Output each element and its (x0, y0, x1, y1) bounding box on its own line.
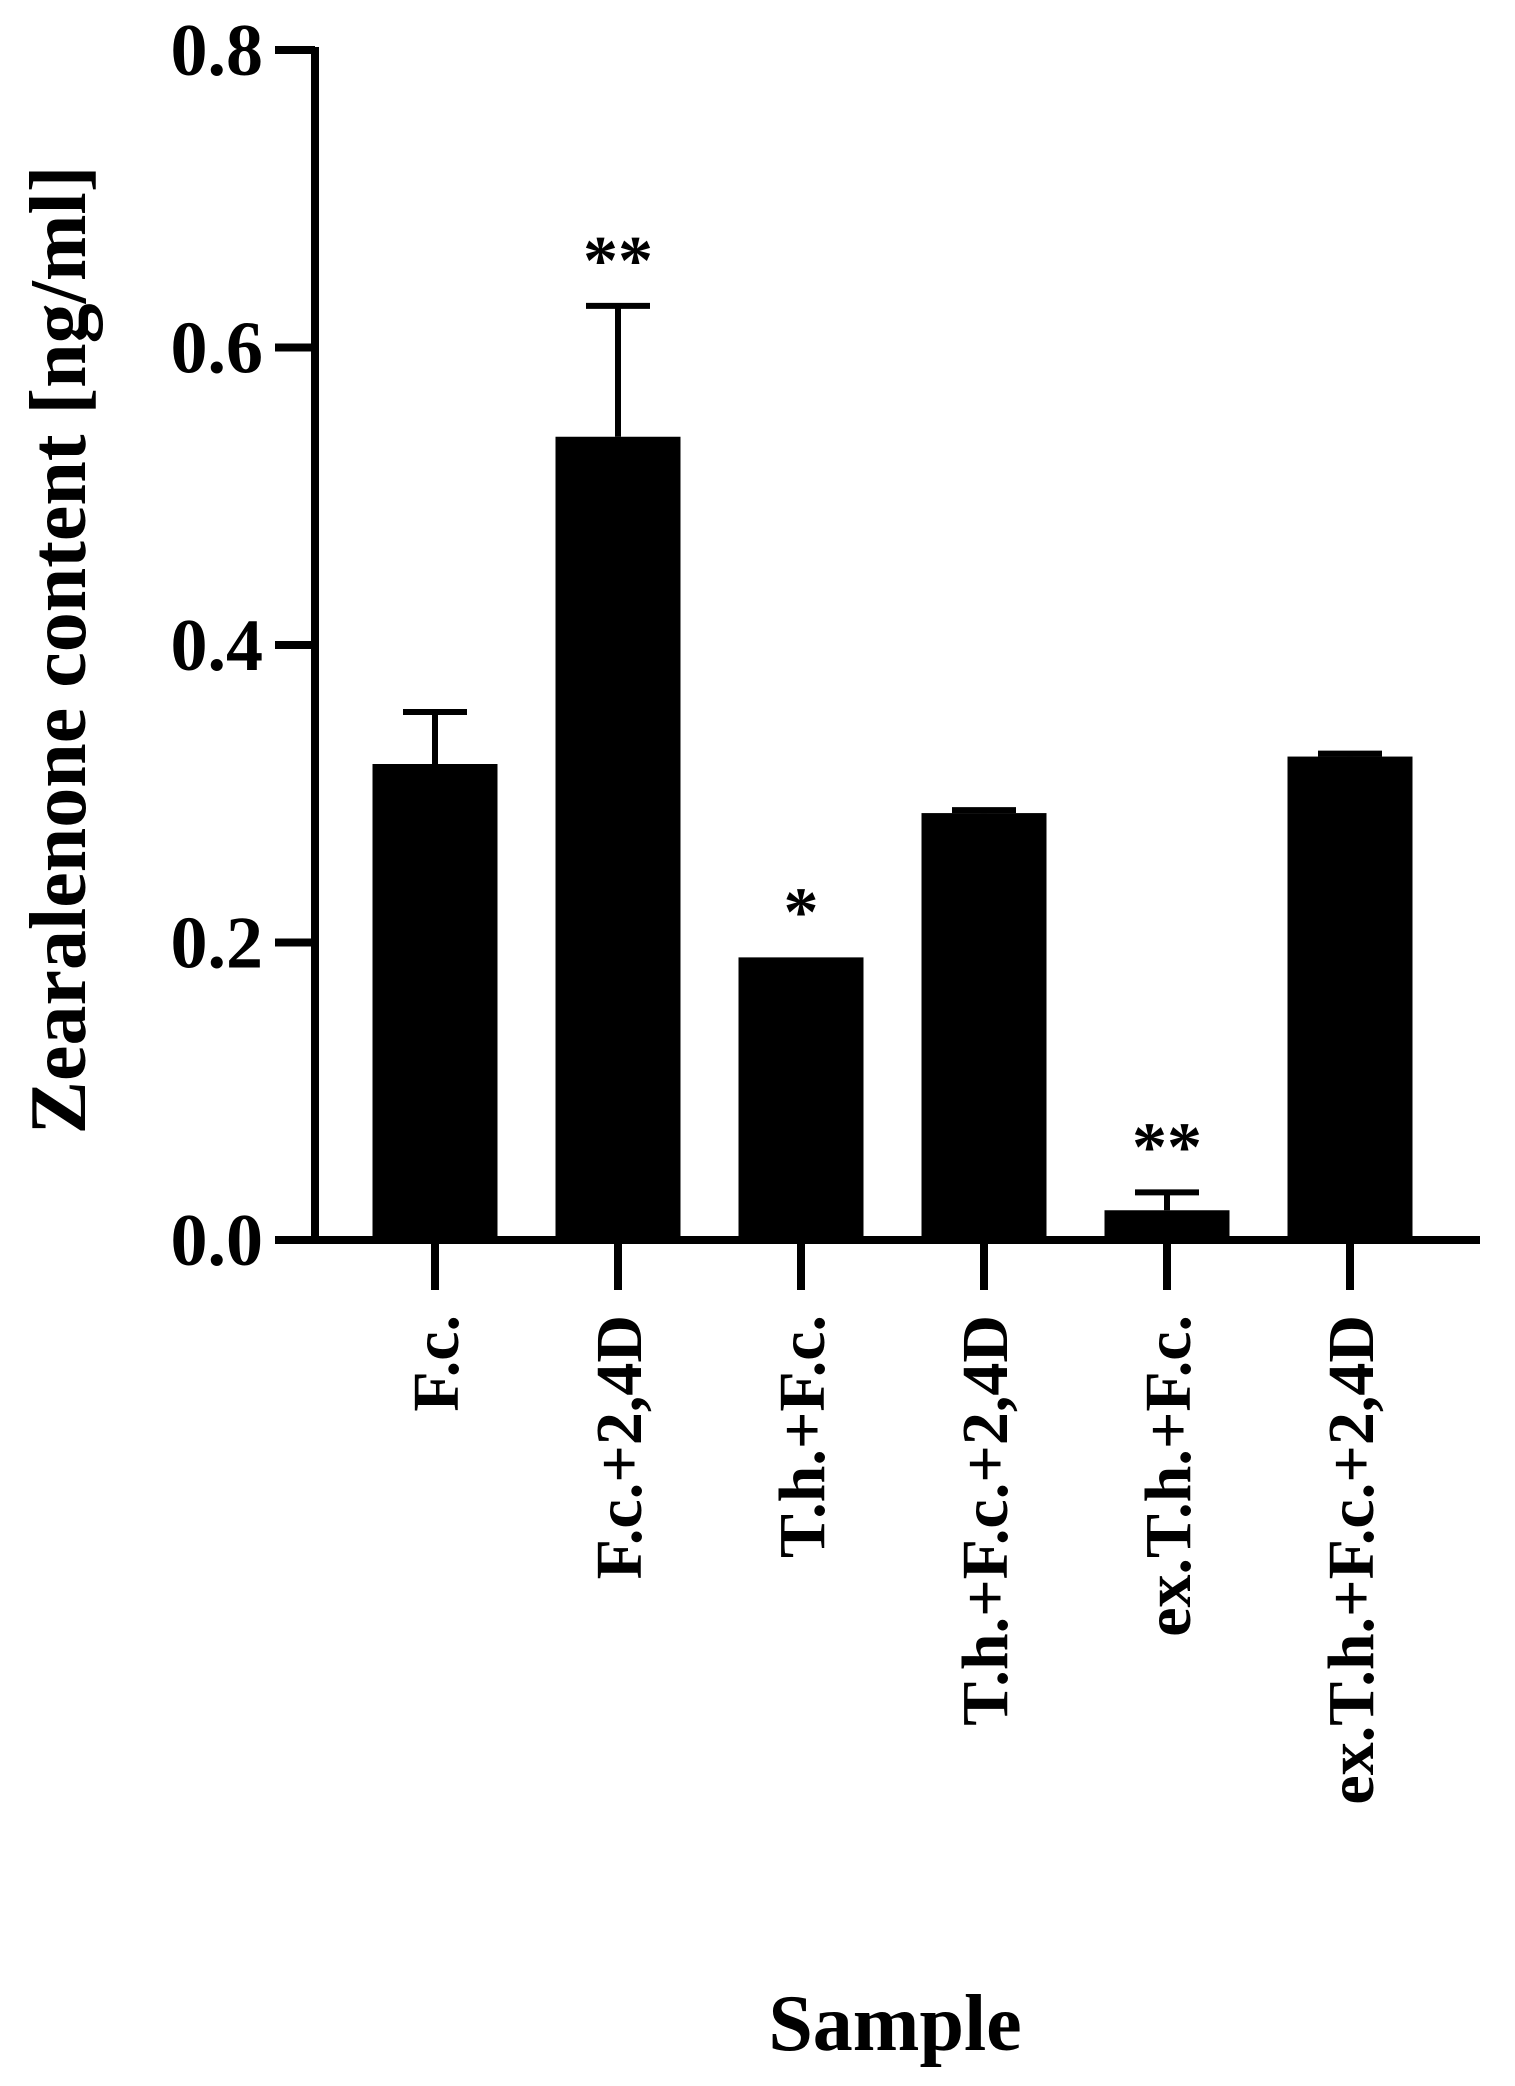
bar (555, 436, 681, 1240)
bars (372, 436, 1413, 1240)
y-axis-title: Zearalenone content [ng/ml] (15, 166, 103, 1135)
y-axis: 0.0 0.2 0.4 0.6 0.8 (171, 10, 319, 1282)
x-category-label: ex.T.h.+F.c.+2,4D (1315, 1315, 1388, 1805)
x-axis-title: Sample (768, 1980, 1021, 2068)
bar (1104, 1210, 1230, 1240)
error-bars (403, 302, 1382, 1211)
x-category-label: F.c. (400, 1315, 473, 1412)
bar (372, 764, 498, 1240)
bar (921, 813, 1047, 1240)
significance-mark: ** (583, 223, 653, 300)
y-tick-label: 0.2 (171, 903, 264, 985)
x-axis: F.c. F.c.+2,4D T.h.+F.c. T.h.+F.c.+2,4D ex.T… (311, 1236, 1480, 1805)
x-category-label: F.c.+2,4D (583, 1315, 656, 1579)
y-tick-label: 0.8 (171, 10, 264, 92)
bar (1287, 756, 1413, 1240)
y-tick-label: 0.4 (171, 605, 264, 687)
significance-mark: * (784, 874, 819, 951)
bar (738, 957, 864, 1240)
x-category-label: ex.T.h.+F.c. (1132, 1315, 1205, 1637)
significance-mark: ** (1132, 1109, 1202, 1186)
significance-marks: ***** (583, 223, 1202, 1187)
x-category-label: T.h.+F.c. (766, 1315, 839, 1558)
y-tick-label: 0.6 (171, 308, 264, 390)
x-category-label: T.h.+F.c.+2,4D (949, 1315, 1022, 1726)
y-tick-label: 0.0 (171, 1200, 264, 1282)
